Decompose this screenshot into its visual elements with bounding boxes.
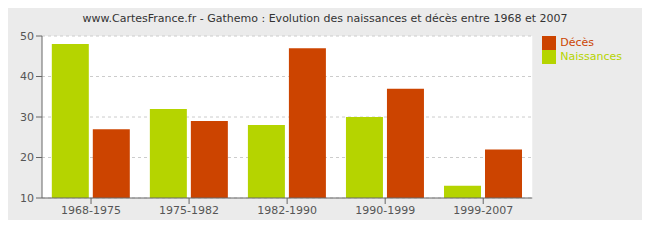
- svg-text:30: 30: [20, 111, 34, 124]
- html-text:www.CartesFrance.fr - Gathemo: www.CartesFrance.fr - Gathemo : Evolutio…: [82, 12, 568, 25]
- html-text:Naissances: Naissances: [560, 50, 622, 63]
- svg-text:50: 50: [20, 30, 34, 43]
- svg-text:20: 20: [20, 151, 34, 164]
- svg-text:1982-1990: 1982-1990: [257, 204, 317, 217]
- svg-text:1968-1975: 1968-1975: [61, 204, 121, 217]
- svg-text:1975-1982: 1975-1982: [159, 204, 219, 217]
- svg-text:1990-1999: 1990-1999: [355, 204, 415, 217]
- svg-text:40: 40: [20, 70, 34, 83]
- svg-text:1999-2007: 1999-2007: [453, 204, 513, 217]
- svg-text:10: 10: [20, 192, 34, 205]
- html-text:Décès: Décès: [560, 36, 594, 49]
